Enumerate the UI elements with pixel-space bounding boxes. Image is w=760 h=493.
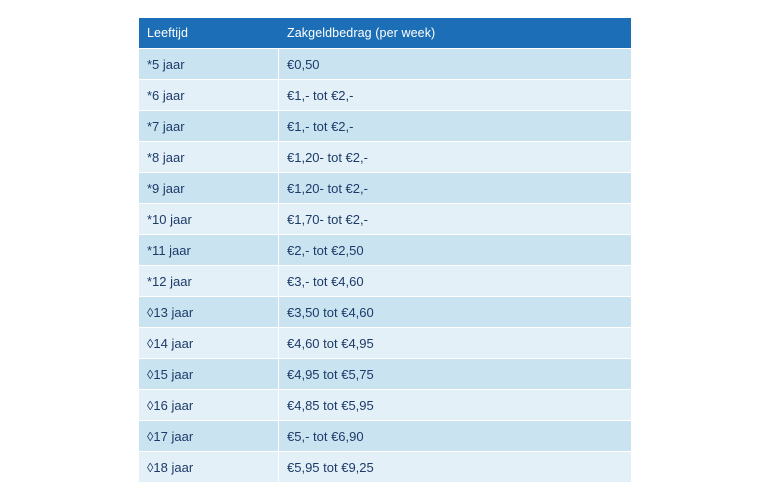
amount-cell: €4,95 tot €5,75: [279, 358, 631, 389]
age-cell: *8 jaar: [139, 141, 279, 172]
table-row: *8 jaar €1,20- tot €2,-: [139, 141, 631, 172]
age-cell: *7 jaar: [139, 110, 279, 141]
table-header: Leeftijd Zakgeldbedrag (per week): [139, 18, 631, 48]
table-row: *11 jaar €2,- tot €2,50: [139, 234, 631, 265]
table-row: *12 jaar €3,- tot €4,60: [139, 265, 631, 296]
amount-cell: €0,50: [279, 48, 631, 79]
age-cell: ◊16 jaar: [139, 389, 279, 420]
amount-cell: €1,- tot €2,-: [279, 79, 631, 110]
age-cell: *9 jaar: [139, 172, 279, 203]
amount-cell: €1,20- tot €2,-: [279, 172, 631, 203]
amount-cell: €4,60 tot €4,95: [279, 327, 631, 358]
table-row: ◊16 jaar €4,85 tot €5,95: [139, 389, 631, 420]
amount-cell: €3,50 tot €4,60: [279, 296, 631, 327]
age-cell: ◊18 jaar: [139, 451, 279, 482]
table-row: *5 jaar €0,50: [139, 48, 631, 79]
table-row: ◊13 jaar €3,50 tot €4,60: [139, 296, 631, 327]
table-row: ◊15 jaar €4,95 tot €5,75: [139, 358, 631, 389]
amount-cell: €2,- tot €2,50: [279, 234, 631, 265]
header-amount: Zakgeldbedrag (per week): [279, 18, 631, 48]
age-cell: ◊17 jaar: [139, 420, 279, 451]
table-row: ◊17 jaar €5,- tot €6,90: [139, 420, 631, 451]
table-row: *9 jaar €1,20- tot €2,-: [139, 172, 631, 203]
amount-cell: €4,85 tot €5,95: [279, 389, 631, 420]
table-row: *7 jaar €1,- tot €2,-: [139, 110, 631, 141]
age-cell: ◊13 jaar: [139, 296, 279, 327]
table-body: *5 jaar €0,50 *6 jaar €1,- tot €2,- *7 j…: [139, 48, 631, 482]
age-cell: ◊15 jaar: [139, 358, 279, 389]
header-row: Leeftijd Zakgeldbedrag (per week): [139, 18, 631, 48]
amount-cell: €1,20- tot €2,-: [279, 141, 631, 172]
age-cell: ◊14 jaar: [139, 327, 279, 358]
table-row: ◊14 jaar €4,60 tot €4,95: [139, 327, 631, 358]
header-age: Leeftijd: [139, 18, 279, 48]
amount-cell: €1,70- tot €2,-: [279, 203, 631, 234]
table-row: *10 jaar €1,70- tot €2,-: [139, 203, 631, 234]
allowance-table: Leeftijd Zakgeldbedrag (per week) *5 jaa…: [139, 18, 631, 482]
amount-cell: €3,- tot €4,60: [279, 265, 631, 296]
table-row: ◊18 jaar €5,95 tot €9,25: [139, 451, 631, 482]
age-cell: *6 jaar: [139, 79, 279, 110]
amount-cell: €5,- tot €6,90: [279, 420, 631, 451]
age-cell: *10 jaar: [139, 203, 279, 234]
age-cell: *11 jaar: [139, 234, 279, 265]
amount-cell: €1,- tot €2,-: [279, 110, 631, 141]
table-row: *6 jaar €1,- tot €2,-: [139, 79, 631, 110]
age-cell: *5 jaar: [139, 48, 279, 79]
amount-cell: €5,95 tot €9,25: [279, 451, 631, 482]
age-cell: *12 jaar: [139, 265, 279, 296]
